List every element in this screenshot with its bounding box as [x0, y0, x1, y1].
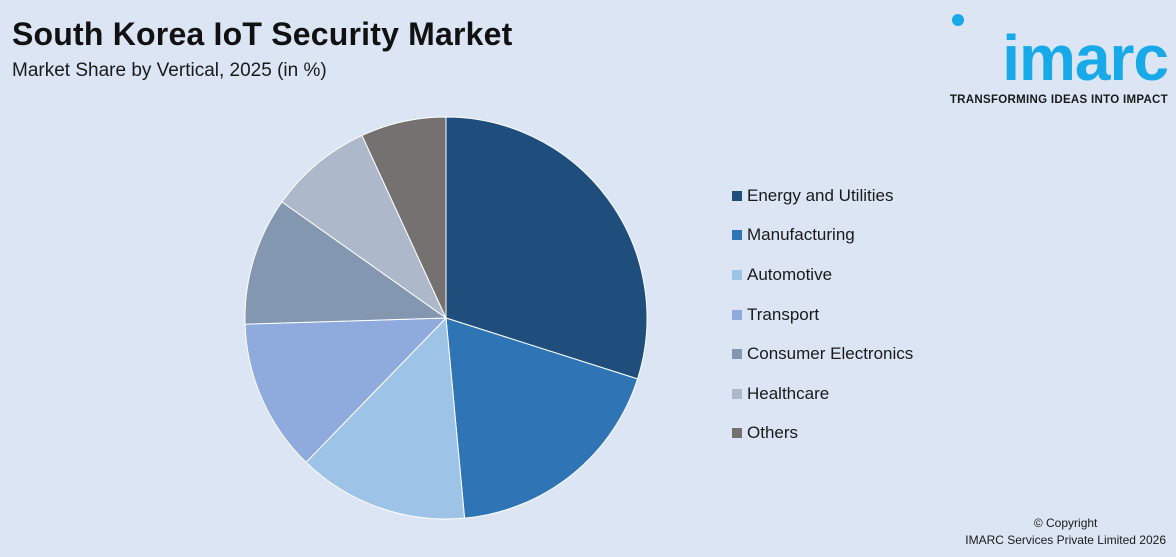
- pie-chart: [244, 116, 648, 520]
- logo-tagline: TRANSFORMING IDEAS INTO IMPACT: [949, 94, 1168, 106]
- legend-label-energy-and-utilities: Energy and Utilities: [747, 185, 894, 205]
- logo-dot-icon: [952, 14, 964, 26]
- imarc-logo: imarc TRANSFORMING IDEAS INTO IMPACT: [938, 12, 1169, 112]
- chart-subtitle: Market Share by Vertical, 2025 (in %): [12, 60, 327, 81]
- pie-slice-healthcare: [281, 134, 448, 320]
- pie-slice-others: [361, 116, 447, 319]
- copyright-line-1: © Copyright: [1033, 516, 1098, 530]
- pie-slice-automotive: [305, 316, 466, 520]
- pie-slice-transport: [244, 317, 448, 464]
- legend-swatch-energy-and-utilities: [732, 190, 742, 201]
- legend-swatch-healthcare: [732, 388, 742, 399]
- legend-swatch-others: [732, 428, 742, 439]
- legend-label-manufacturing: Manufacturing: [747, 225, 855, 245]
- legend-item-energy-and-utilities: Energy and Utilities: [732, 176, 913, 216]
- legend-item-healthcare: Healthcare: [732, 374, 913, 414]
- legend-item-automotive: Automotive: [732, 255, 913, 295]
- legend-label-transport: Transport: [747, 304, 820, 324]
- legend-label-others: Others: [747, 423, 799, 443]
- copyright-notice: © Copyright IMARC Services Private Limit…: [965, 515, 1166, 549]
- legend-swatch-automotive: [732, 269, 742, 280]
- chart-legend: Energy and Utilities Manufacturing Automot…: [732, 176, 913, 453]
- legend-item-manufacturing: Manufacturing: [732, 216, 913, 256]
- chart-title: South Korea IoT Security Market: [12, 16, 513, 52]
- pie-slice-consumer-electronics: [244, 201, 448, 325]
- logo-wordmark: imarc: [1002, 22, 1169, 94]
- pie-slice-energy-and-utilities: [445, 116, 648, 380]
- legend-swatch-manufacturing: [732, 230, 742, 241]
- legend-swatch-transport: [732, 309, 742, 320]
- legend-item-others: Others: [732, 414, 913, 454]
- legend-label-consumer-electronics: Consumer Electronics: [747, 344, 914, 364]
- legend-item-consumer-electronics: Consumer Electronics: [732, 334, 913, 374]
- legend-item-transport: Transport: [732, 295, 913, 335]
- pie-slice-manufacturing: [445, 317, 639, 519]
- legend-label-healthcare: Healthcare: [747, 383, 830, 403]
- legend-label-automotive: Automotive: [747, 264, 833, 284]
- copyright-line-2: IMARC Services Private Limited 2026: [965, 533, 1166, 547]
- legend-swatch-consumer-electronics: [732, 349, 742, 360]
